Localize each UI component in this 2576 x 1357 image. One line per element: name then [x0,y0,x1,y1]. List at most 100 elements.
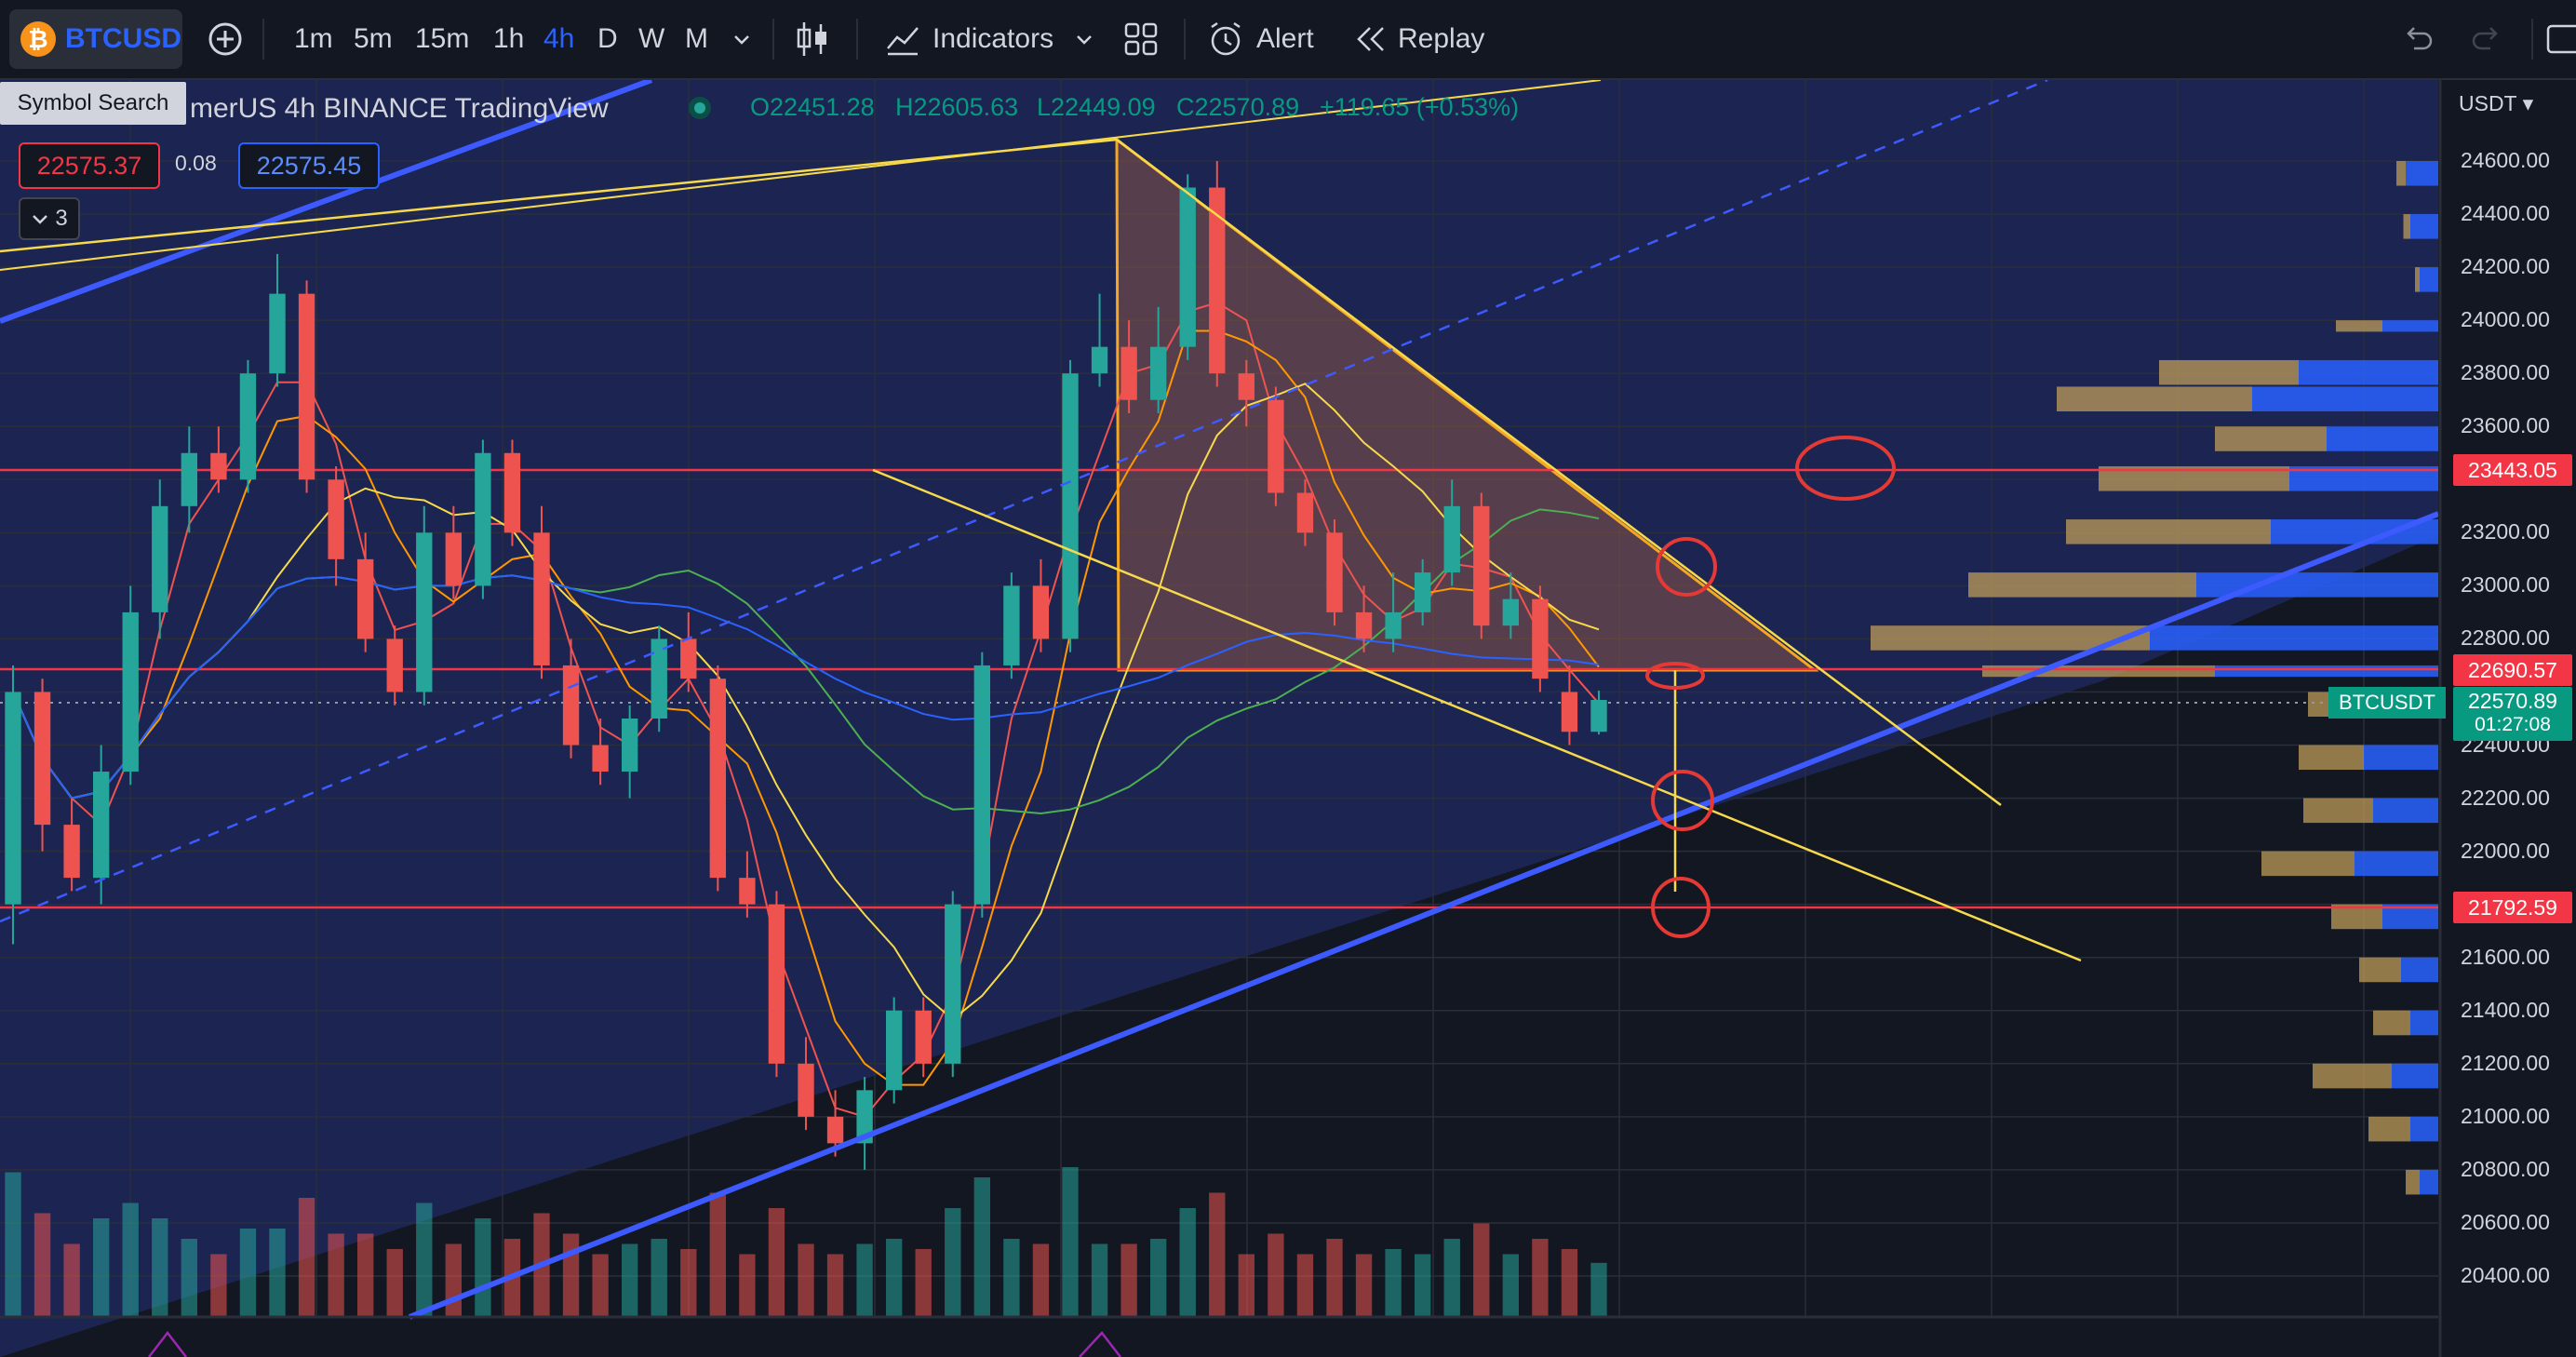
price-axis-label: 23000.00 [2461,572,2550,598]
candle-body [210,452,227,480]
volume-bar [239,1229,257,1317]
resistance-price-tag: 23443.05 [2453,454,2572,486]
timeframe-m[interactable]: M [685,23,708,54]
volume-profile-bar [2355,851,2438,877]
grid-layout-icon [1124,22,1158,56]
candle-body [945,904,961,1064]
volume-profile-bar [2382,320,2438,332]
undo-button[interactable] [2399,0,2436,78]
volume-bar [269,1229,286,1317]
volume-profile-bar [2406,1169,2420,1195]
sell-price-box[interactable]: 22575.37 [19,142,160,189]
mid-channel-line [0,80,2048,923]
chart-type-button[interactable] [795,0,832,78]
volume-bar [651,1239,667,1317]
upper-channel-line [0,80,653,324]
candle-body [328,479,344,559]
price-axis-label: 21200.00 [2461,1050,2550,1075]
ohlc-change: +119.65 (+0.53%) [1320,93,1520,121]
volume-bar [122,1202,139,1317]
volume-bar [709,1192,727,1317]
timeframe-d[interactable]: D [597,23,618,54]
volume-bar [1149,1239,1167,1317]
templates-button[interactable] [1122,0,1160,78]
candle-body [533,532,550,665]
currency-selector[interactable]: USDT ▾ [2459,91,2534,115]
price-axis-label: 24000.00 [2461,307,2550,332]
volume-profile-bar [2368,1116,2410,1142]
descending-trend-line [1116,139,2002,806]
annotation-circle-2 [1656,537,1717,597]
candle-body [885,1010,903,1091]
toolbar-divider [772,19,774,60]
timeframe-dropdown-button[interactable] [731,0,752,78]
lower-trend-line [872,468,2082,962]
price-axis-label: 22800.00 [2461,625,2550,651]
candle-body [709,678,727,879]
trendlines [0,80,2438,1320]
timeframe-5m[interactable]: 5m [354,23,393,54]
layout-button[interactable] [2544,0,2576,78]
replay-button[interactable]: Replay [1353,0,1484,78]
volume-profile [1871,161,2438,1195]
timeframe-w[interactable]: W [638,23,665,54]
volume-bar [798,1243,814,1317]
volume-profile-bar [2150,625,2438,651]
volume-profile-bar [2159,359,2299,385]
volume-bar [856,1243,873,1317]
volume-profile-bar [2359,957,2401,983]
volume-bar [210,1254,227,1317]
plus-circle-icon [208,22,242,56]
ma-trend-line [12,574,1600,799]
candles-icon [797,22,826,56]
last-price-value: 22570.89 [2468,689,2557,713]
annotation-circle-3 [1645,662,1705,690]
add-symbol-button[interactable] [205,0,246,78]
alarm-clock-icon [1211,21,1241,56]
price-axis-label: 21400.00 [2461,997,2550,1022]
toolbar-divider [1184,19,1186,60]
volume-bar [621,1243,638,1317]
ohlc-open: O22451.28 [750,93,875,121]
ma-mid-line [12,329,1600,1086]
timeframe-1m[interactable]: 1m [294,23,333,54]
indicators-label: Indicators [932,23,1054,54]
candle-body [1590,700,1607,732]
volume-bar [152,1218,168,1317]
candles [5,161,1607,1170]
volume-bar [1414,1254,1431,1317]
candle-body [356,558,374,639]
volume-bar [1179,1208,1196,1317]
volume-bar [1062,1167,1079,1317]
timeframe-4h[interactable]: 4h [543,23,575,54]
symbol-search-button[interactable]: ₿ BTCUSD [9,9,182,69]
volume-profile-bar [2313,1063,2392,1089]
upper-trend-line-2 [0,80,1602,271]
support-price-tag: 21792.59 [2453,892,2572,923]
candle-body [621,719,638,773]
volume-bar [34,1213,51,1317]
buy-price-box[interactable]: 22575.45 [238,142,380,189]
price-axis-label: 24400.00 [2461,201,2550,226]
volume-profile-bar [2420,267,2438,292]
indicators-button[interactable]: Indicators [884,0,1053,78]
indicators-toggle[interactable]: 3 [19,197,80,240]
candle-body [1179,187,1196,347]
volume-bar [1238,1254,1255,1317]
timeframe-15m[interactable]: 15m [415,23,470,54]
alert-button[interactable]: Alert [1206,0,1314,78]
volume-bar [328,1233,344,1317]
candle-body [1062,373,1079,639]
volume-bars [5,1167,1607,1317]
volume-bar [92,1218,110,1317]
volume-bar [1473,1223,1490,1317]
volume-profile-bar [2261,851,2355,877]
timeframe-1h[interactable]: 1h [493,23,525,54]
candle-body [562,665,580,746]
lower-channel-line [408,511,2438,1320]
indicators-dropdown-button[interactable] [1074,0,1094,78]
volume-profile-bar [2410,1116,2438,1142]
redo-button[interactable] [2468,0,2505,78]
last-price-tag: 22570.89 01:27:08 [2453,687,2572,741]
